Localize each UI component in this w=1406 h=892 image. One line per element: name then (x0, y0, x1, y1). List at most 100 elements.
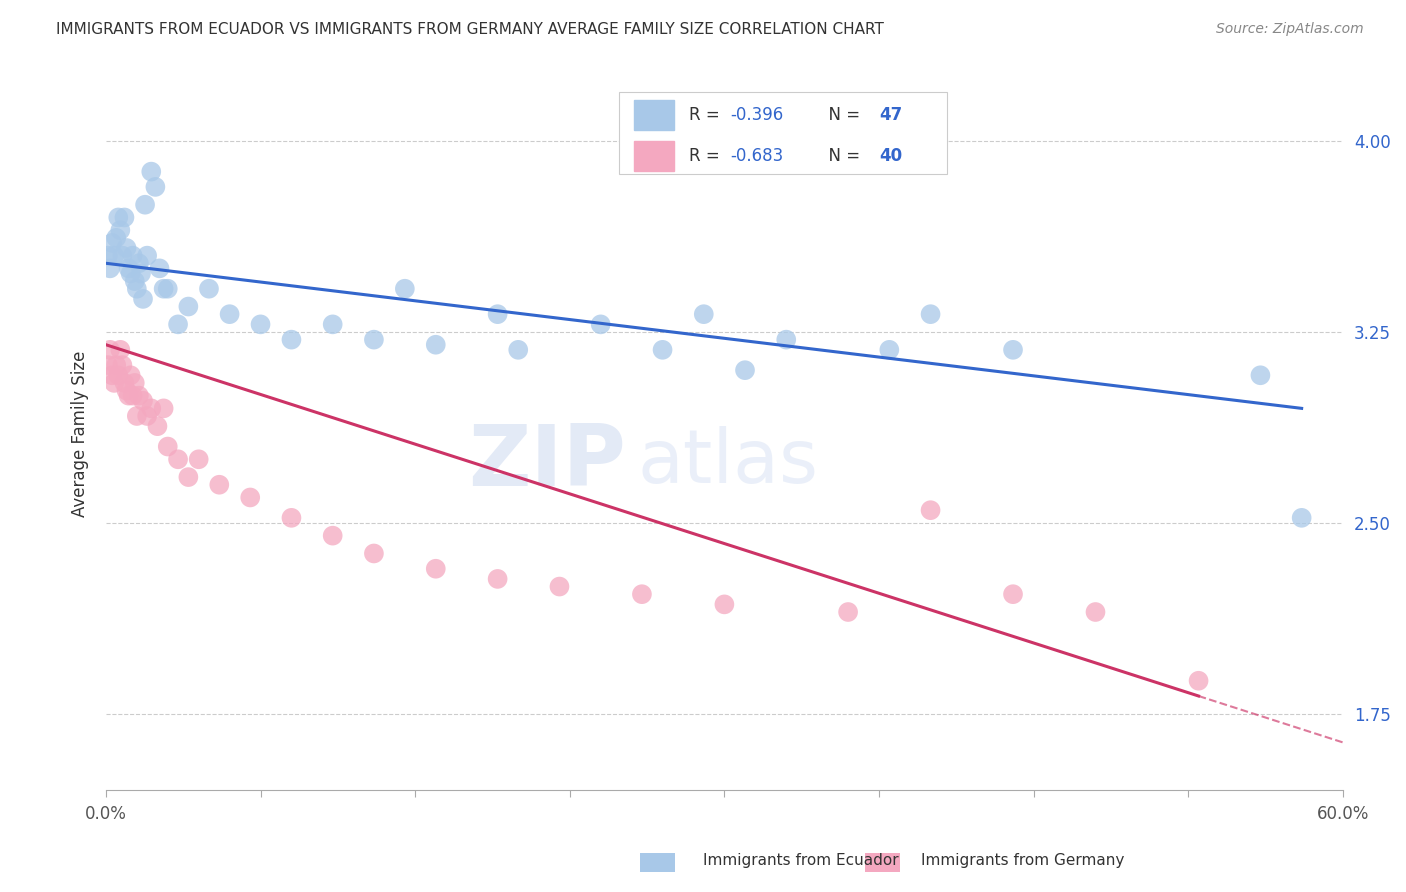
Text: atlas: atlas (638, 425, 818, 499)
Point (167, 318, 190, 332)
Point (101, 368, 124, 383)
Point (145, 180, 167, 194)
Text: Immigrants from Germany: Immigrants from Germany (921, 854, 1125, 868)
Text: N =: N = (818, 105, 866, 124)
Text: R =: R = (689, 146, 724, 165)
Point (111, 358, 134, 372)
Point (110, 223, 132, 237)
Point (148, 261, 170, 276)
Point (128, 256, 150, 270)
Point (1291, 511, 1313, 525)
Point (124, 376, 146, 390)
Point (218, 307, 240, 321)
Point (425, 562, 447, 576)
Point (114, 211, 136, 225)
Point (775, 333, 797, 347)
Y-axis label: Average Family Size: Average Family Size (72, 351, 89, 517)
Point (146, 419, 169, 434)
Point (103, 249, 125, 263)
Point (107, 211, 129, 225)
Point (115, 241, 138, 255)
Point (121, 249, 143, 263)
Point (114, 376, 136, 390)
Point (117, 261, 139, 276)
Point (1187, 673, 1209, 688)
Point (125, 409, 148, 423)
Point (548, 580, 571, 594)
Text: Source: ZipAtlas.com: Source: ZipAtlas.com (1216, 22, 1364, 37)
Point (363, 546, 385, 560)
Point (141, 164, 163, 178)
Point (110, 343, 132, 357)
Point (486, 307, 509, 321)
Point (208, 477, 231, 491)
Point (631, 587, 654, 601)
Point (120, 267, 142, 281)
Point (120, 368, 142, 383)
Point (141, 401, 163, 416)
Text: IMMIGRANTS FROM ECUADOR VS IMMIGRANTS FROM GERMANY AVERAGE FAMILY SIZE CORRELATI: IMMIGRANTS FROM ECUADOR VS IMMIGRANTS FR… (56, 22, 884, 37)
Point (322, 528, 344, 542)
Point (1084, 605, 1107, 619)
Point (97, 249, 120, 263)
Point (322, 318, 344, 332)
Point (187, 452, 209, 467)
Bar (634, 100, 673, 129)
Point (136, 249, 159, 263)
Point (239, 491, 262, 505)
Point (105, 358, 128, 372)
Point (1002, 343, 1025, 357)
Point (280, 333, 302, 347)
Point (134, 198, 156, 212)
Text: Immigrants from Ecuador: Immigrants from Ecuador (703, 854, 898, 868)
Point (1002, 587, 1025, 601)
Text: N =: N = (818, 146, 866, 165)
Point (121, 389, 143, 403)
Point (97, 358, 120, 372)
Point (115, 384, 138, 398)
Point (394, 282, 416, 296)
Point (98, 261, 121, 276)
Bar (634, 141, 673, 170)
Point (1249, 368, 1271, 383)
Point (508, 343, 530, 357)
Point (734, 363, 756, 377)
Point (132, 292, 155, 306)
Point (920, 503, 942, 517)
Point (167, 452, 190, 467)
Point (132, 393, 155, 408)
Point (156, 440, 179, 454)
Point (152, 401, 174, 416)
Point (486, 572, 509, 586)
Point (136, 409, 159, 423)
Point (249, 318, 271, 332)
Point (105, 231, 128, 245)
Point (713, 598, 735, 612)
Point (198, 282, 221, 296)
Text: R =: R = (689, 105, 724, 124)
Text: 47: 47 (879, 105, 903, 124)
Point (125, 282, 148, 296)
FancyBboxPatch shape (619, 92, 948, 174)
Point (363, 333, 385, 347)
Text: ZIP: ZIP (468, 421, 626, 504)
Point (103, 376, 125, 390)
Point (107, 368, 129, 383)
Point (837, 605, 859, 619)
Text: -0.396: -0.396 (731, 105, 783, 124)
Point (117, 389, 139, 403)
Point (651, 343, 673, 357)
Point (920, 307, 942, 321)
Point (124, 274, 146, 288)
Point (177, 470, 200, 484)
Point (425, 337, 447, 351)
Point (111, 249, 134, 263)
Point (177, 300, 200, 314)
Point (280, 511, 302, 525)
Point (98, 343, 121, 357)
Point (589, 318, 612, 332)
Text: 40: 40 (879, 146, 903, 165)
Point (156, 282, 179, 296)
Point (693, 307, 716, 321)
Point (879, 343, 901, 357)
